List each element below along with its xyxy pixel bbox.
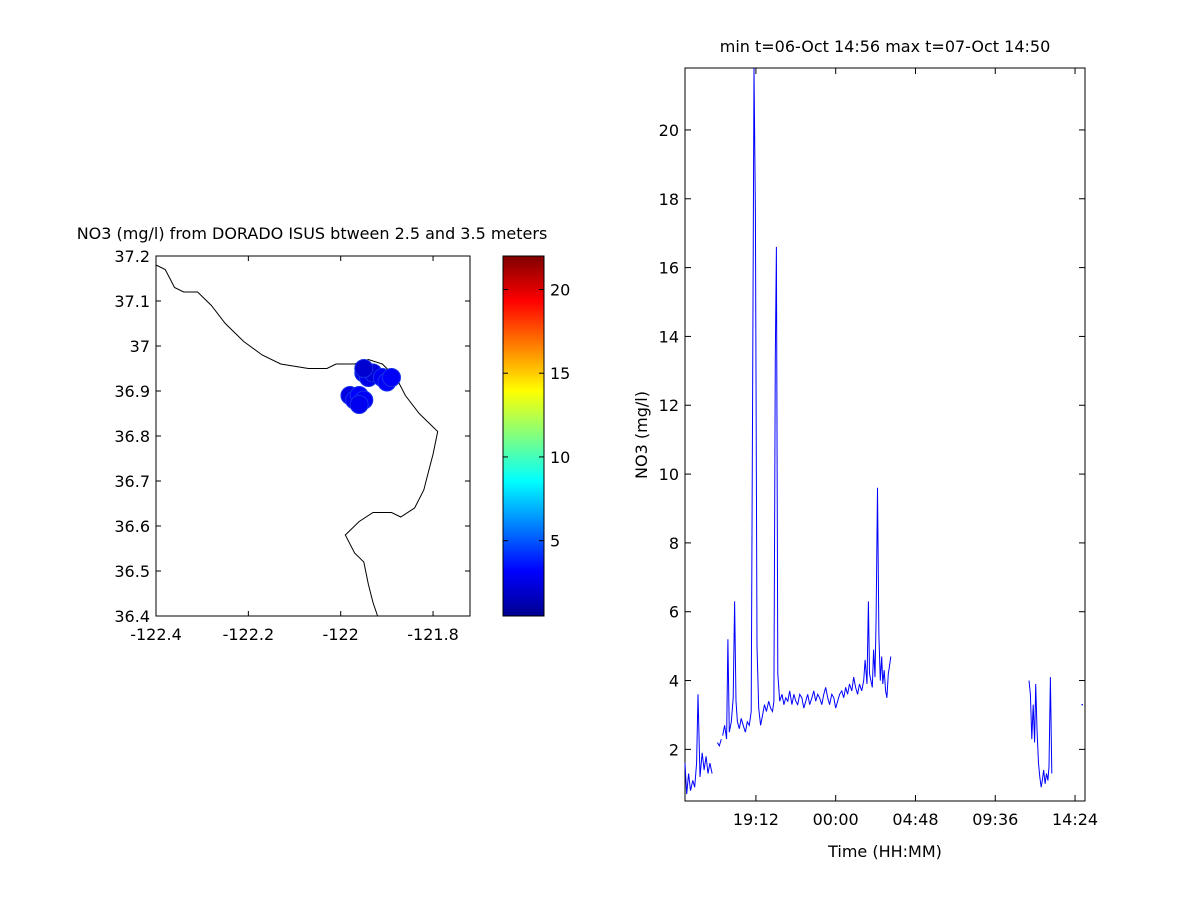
timeseries-x-tick-label: 19:12: [733, 810, 779, 829]
timeseries-y-tick-label: 8: [669, 534, 679, 553]
timeseries-x-tick-label: 00:00: [813, 810, 859, 829]
no3-series: [684, 67, 1084, 795]
map-x-axis: -122.4 -122.2 -122 -121.8: [130, 256, 459, 644]
timeseries-chart: min t=06-Oct 14:56 max t=07-Oct 14:50 19…: [632, 37, 1098, 861]
no3-line-segment: [684, 694, 713, 795]
timeseries-y-tick-label: 2: [669, 740, 679, 759]
map-x-tick-label: -122.4: [130, 625, 182, 644]
timeseries-x-axis: 19:12 00:00 04:48 09:36 14:24: [733, 68, 1098, 829]
colorbar-tick-label: 20: [550, 280, 570, 299]
timeseries-ylabel: NO3 (mg/l): [632, 391, 651, 479]
timeseries-x-tick-label: 09:36: [972, 810, 1018, 829]
timeseries-y-tick-label: 14: [659, 327, 679, 346]
timeseries-y-axis: 2 4 6 8 10 12 14 16 18 20: [659, 121, 1085, 759]
map-y-tick-label: 36.9: [114, 382, 150, 401]
timeseries-title: min t=06-Oct 14:56 max t=07-Oct 14:50: [720, 37, 1051, 56]
timeseries-xlabel: Time (HH:MM): [827, 842, 942, 861]
timeseries-y-tick-label: 12: [659, 396, 679, 415]
map-y-tick-label: 36.7: [114, 472, 150, 491]
colorbar: 5 10 15 20: [502, 255, 570, 617]
colorbar-tick-label: 15: [550, 364, 570, 383]
no3-line-segment: [722, 67, 892, 740]
no3-point: [1081, 703, 1084, 706]
timeseries-y-tick-label: 20: [659, 121, 679, 140]
map-x-tick-label: -122.2: [223, 625, 275, 644]
no3-line-segment: [1028, 677, 1053, 788]
timeseries-axes-frame: [684, 67, 1086, 802]
map-points: [340, 359, 401, 414]
colorbar-tick-label: 5: [550, 532, 560, 551]
map-y-tick-label: 37.1: [114, 292, 150, 311]
map-y-tick-label: 36.8: [114, 427, 150, 446]
map-point: [382, 368, 401, 387]
map-plot-area: [155, 264, 439, 617]
timeseries-x-tick-label: 14:24: [1052, 810, 1098, 829]
map-y-tick-label: 36.4: [114, 607, 150, 626]
map-title: NO3 (mg/l) from DORADO ISUS btween 2.5 a…: [77, 224, 548, 243]
map-point: [354, 359, 374, 378]
map-chart: NO3 (mg/l) from DORADO ISUS btween 2.5 a…: [77, 224, 548, 644]
map-y-tick-label: 36.6: [114, 517, 150, 536]
timeseries-y-tick-label: 18: [659, 190, 679, 209]
map-y-axis: 37.2 37.1 37 36.9 36.8 36.7 36.6 36.5 36.4: [114, 247, 470, 626]
timeseries-y-tick-label: 10: [659, 465, 679, 484]
timeseries-y-tick-label: 4: [669, 672, 679, 691]
map-y-tick-label: 36.5: [114, 562, 150, 581]
no3-line-segment: [716, 738, 722, 748]
coastline-line: [155, 264, 439, 617]
colorbar-gradient: [502, 255, 545, 617]
timeseries-y-tick-label: 16: [659, 259, 679, 278]
timeseries-y-tick-label: 6: [669, 603, 679, 622]
map-y-tick-label: 37: [130, 337, 150, 356]
map-x-tick-label: -121.8: [407, 625, 459, 644]
colorbar-axis: 5 10 15 20: [503, 280, 570, 551]
timeseries-x-tick-label: 04:48: [892, 810, 938, 829]
map-x-tick-label: -122: [323, 625, 359, 644]
map-axes-frame: [155, 255, 471, 617]
map-point: [349, 395, 369, 414]
map-y-tick-label: 37.2: [114, 247, 150, 266]
colorbar-tick-label: 10: [550, 448, 570, 467]
